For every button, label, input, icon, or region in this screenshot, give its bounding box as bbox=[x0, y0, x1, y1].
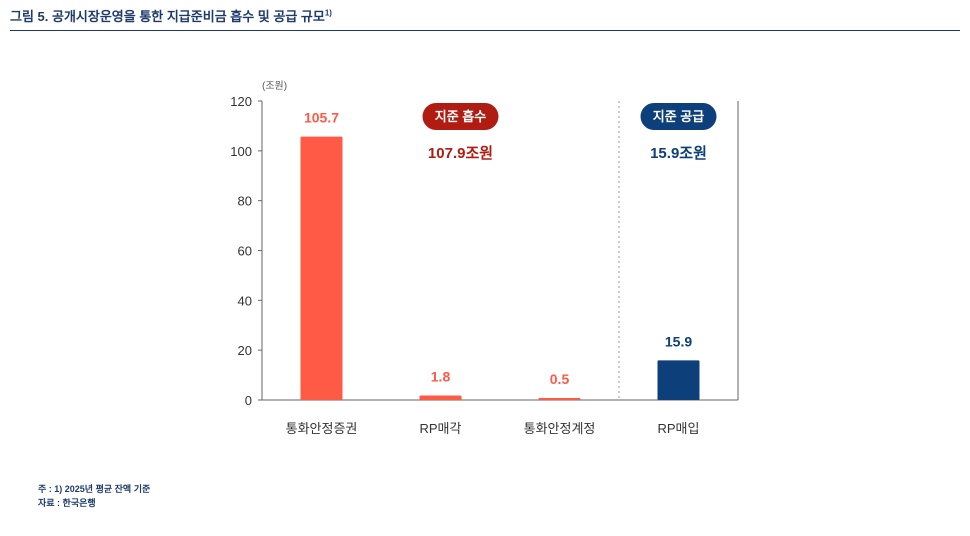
figure-title: 그림 5. 공개시장운영을 통한 지급준비금 흡수 및 공급 규모1) bbox=[10, 6, 332, 25]
y-tick-label: 40 bbox=[238, 293, 252, 308]
y-tick-label: 20 bbox=[238, 343, 252, 358]
group-badge-label: 지준 흡수 bbox=[435, 109, 486, 124]
figure-title-text: 그림 5. 공개시장운영을 통한 지급준비금 흡수 및 공급 규모 bbox=[10, 9, 325, 24]
group-total: 15.9조원 bbox=[650, 145, 707, 162]
x-tick-label: RP매각 bbox=[420, 421, 462, 436]
y-tick-label: 60 bbox=[238, 244, 252, 259]
group-total: 107.9조원 bbox=[428, 145, 493, 162]
footnote-note: 주 : 1) 2025년 평균 잔액 기준 bbox=[38, 484, 151, 494]
y-tick-label: 80 bbox=[238, 194, 252, 209]
footnote-source: 자료 : 한국은행 bbox=[38, 498, 96, 508]
x-tick-label: 통화안정계정 bbox=[524, 421, 596, 436]
bar bbox=[300, 136, 343, 400]
y-tick-label: 0 bbox=[245, 393, 252, 408]
x-tick-label: 통화안정증권 bbox=[286, 421, 358, 436]
y-unit-label: (조원) bbox=[262, 80, 287, 92]
bar-value-label: 1.8 bbox=[431, 369, 451, 385]
bar-value-label: 105.7 bbox=[304, 110, 339, 126]
x-tick-label: RP매입 bbox=[658, 421, 700, 436]
group-badge bbox=[422, 103, 499, 130]
bar bbox=[657, 360, 700, 400]
title-divider bbox=[10, 30, 960, 31]
footnotes: 주 : 1) 2025년 평균 잔액 기준 자료 : 한국은행 bbox=[38, 482, 150, 510]
title-footnote-mark: 1) bbox=[324, 8, 332, 18]
group-badge-label: 지준 공급 bbox=[653, 109, 704, 124]
bar-value-label: 0.5 bbox=[550, 371, 570, 387]
bar-value-label: 15.9 bbox=[665, 333, 692, 349]
y-tick-label: 100 bbox=[230, 144, 252, 159]
bar bbox=[538, 398, 581, 400]
bar bbox=[419, 395, 462, 400]
y-tick-label: 120 bbox=[230, 94, 252, 109]
group-badge bbox=[640, 103, 717, 130]
